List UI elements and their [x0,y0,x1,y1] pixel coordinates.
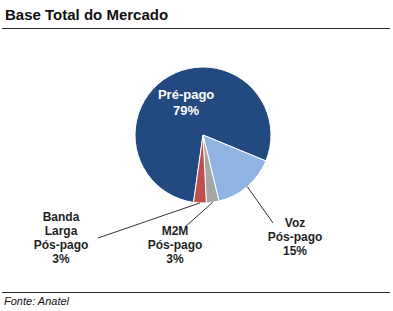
svg-text:VozPós-pago15%: VozPós-pago15% [268,216,323,258]
svg-text:M2MPós-pago3%: M2MPós-pago3% [148,224,203,266]
svg-text:Pré-pago79%: Pré-pago79% [158,87,214,118]
svg-text:BandaLargaPós-pago3%: BandaLargaPós-pago3% [34,210,89,266]
html-text:Base Total do Mercado: Base Total do Mercado [5,6,169,23]
html-text:Fonte: Anatel: Fonte: Anatel [4,295,69,307]
